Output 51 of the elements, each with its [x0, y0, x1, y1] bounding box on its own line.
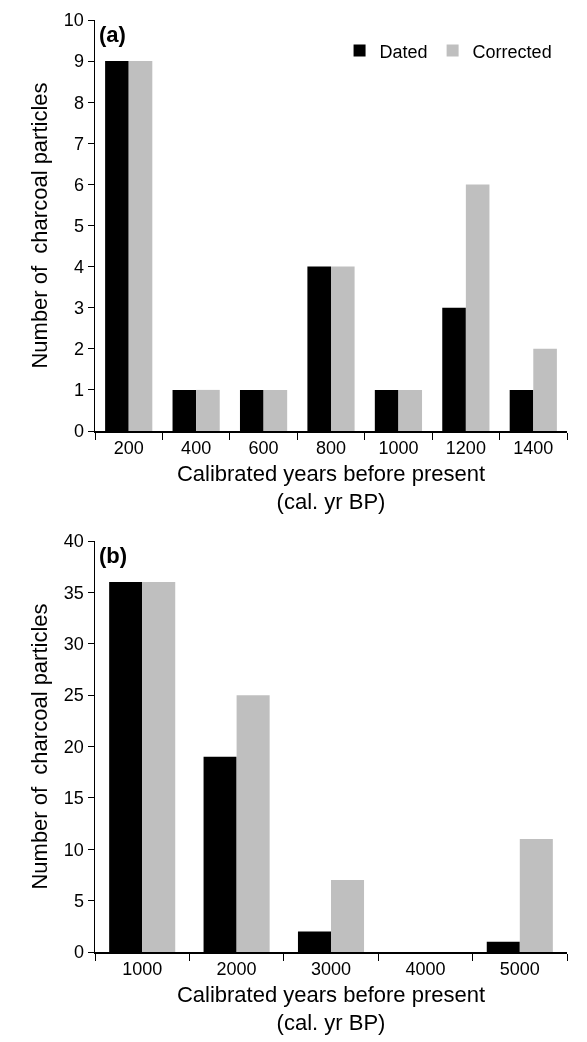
y-tick-label: 35: [63, 582, 84, 603]
bar: [263, 389, 288, 431]
bar: [142, 582, 176, 952]
x-tick-label: 2000: [216, 959, 257, 980]
y-tick-label: 5: [73, 215, 84, 236]
y-tick-label: 30: [63, 634, 84, 655]
bar: [398, 389, 423, 431]
y-tick-label: 1: [73, 380, 84, 401]
y-tick-label: 10: [63, 10, 84, 31]
y-tick-label: 20: [63, 736, 84, 757]
y-tick-label: 25: [63, 685, 84, 706]
y-tick-label: 4: [73, 256, 84, 277]
x-tick-label: 1000: [122, 959, 163, 980]
x-tick-label: 4000: [405, 959, 446, 980]
y-tick-label: 3: [73, 298, 84, 318]
x-tick-label: 5000: [499, 959, 540, 980]
y-tick-label: 0: [73, 942, 84, 963]
x-tick-label: 800: [315, 438, 347, 459]
annotation: (a): [99, 22, 126, 47]
annotation: (b): [99, 543, 128, 568]
y-tick-label: 8: [73, 92, 84, 113]
y-axis-title: Number of charcoal particles: [26, 603, 52, 890]
legend-label: Corrected: [472, 41, 552, 62]
x-tick-label: 1200: [445, 438, 486, 459]
x-tick-label: 600: [248, 438, 279, 459]
bar: [331, 266, 355, 431]
x-axis-title: Calibrated years before present (cal. yr BP): [176, 981, 486, 1036]
bar: [196, 389, 220, 431]
y-tick-label: 7: [73, 133, 84, 154]
y-tick-label: 5: [73, 890, 84, 911]
bar: [331, 880, 365, 952]
bar: [519, 838, 553, 952]
y-tick-label: 15: [63, 788, 84, 809]
x-axis-title: Calibrated years before present (cal. yr BP): [176, 460, 486, 515]
bar: [465, 184, 490, 431]
legend-label: Dated: [379, 41, 428, 62]
x-tick-label: 3000: [310, 959, 352, 980]
y-axis-title: Number of charcoal particles: [26, 82, 52, 369]
y-tick-label: 10: [63, 839, 84, 860]
y-tick-label: 2: [73, 339, 84, 360]
bar: [533, 348, 557, 431]
x-tick-label: 200: [113, 438, 144, 459]
y-tick-label: 6: [73, 174, 84, 195]
bar: [236, 695, 270, 952]
x-tick-label: 400: [181, 438, 212, 459]
y-tick-label: 40: [63, 531, 84, 552]
bar: [128, 61, 153, 431]
y-tick-label: 9: [73, 51, 84, 72]
x-tick-label: 1000: [378, 438, 419, 459]
y-tick-label: 0: [73, 421, 84, 442]
x-tick-label: 1400: [513, 438, 554, 459]
